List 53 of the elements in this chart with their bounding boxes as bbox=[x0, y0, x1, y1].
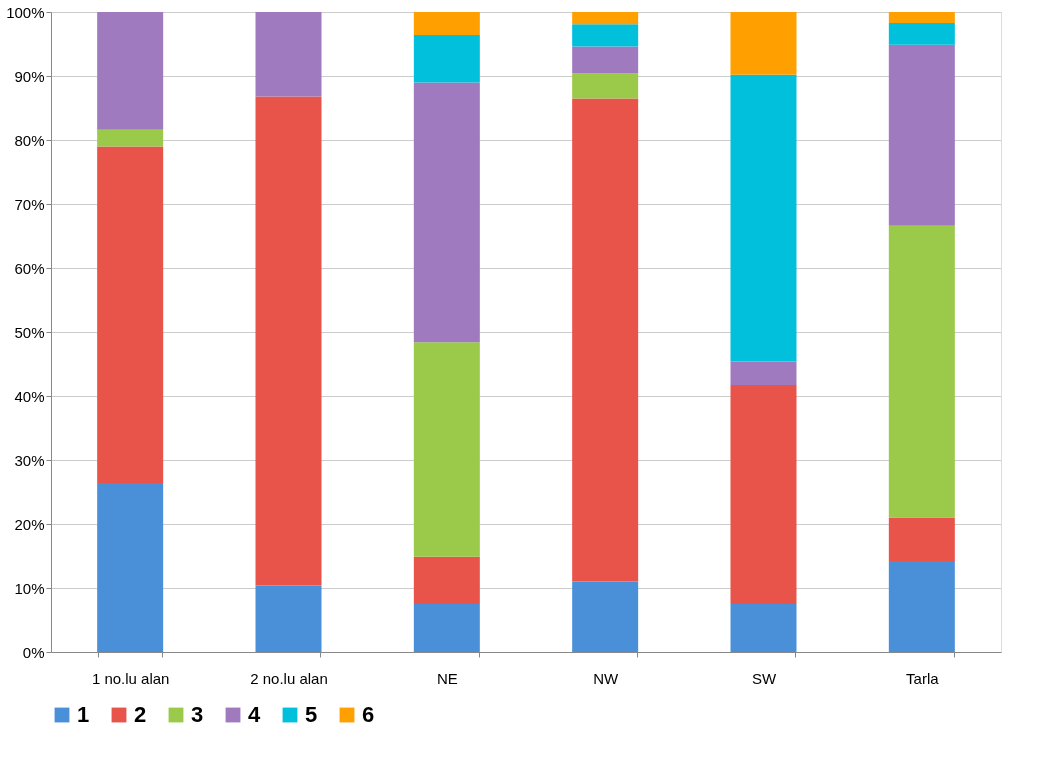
legend-label: 6 bbox=[362, 702, 375, 727]
y-tick-label: 40% bbox=[14, 387, 45, 405]
bar bbox=[413, 556, 480, 604]
bar bbox=[97, 129, 164, 147]
bar bbox=[888, 44, 955, 226]
y-tick-label: 0% bbox=[22, 643, 45, 661]
bar bbox=[730, 604, 797, 652]
legend-label: 1 bbox=[77, 702, 90, 727]
bar bbox=[572, 24, 639, 47]
bar bbox=[572, 581, 639, 652]
bar bbox=[255, 585, 322, 652]
x-tick-label: NE bbox=[436, 669, 458, 687]
bar bbox=[730, 74, 797, 362]
legend-label: 5 bbox=[305, 702, 318, 727]
bar bbox=[888, 225, 955, 518]
y-tick-label: 60% bbox=[14, 259, 45, 277]
bar bbox=[413, 12, 480, 36]
bar bbox=[413, 604, 480, 652]
x-tick-label: SW bbox=[751, 669, 777, 687]
y-tick-label: 30% bbox=[14, 451, 45, 469]
x-tick-label: Tarla bbox=[906, 669, 940, 687]
bar bbox=[413, 35, 480, 83]
y-tick-label: 50% bbox=[14, 323, 45, 341]
bar bbox=[97, 483, 164, 652]
bar bbox=[730, 385, 797, 604]
x-tick-label: 1 no.lu alan bbox=[91, 669, 170, 687]
bar bbox=[255, 96, 322, 586]
bar bbox=[730, 361, 797, 386]
y-tick-label: 10% bbox=[14, 579, 45, 597]
bar bbox=[572, 98, 639, 582]
x-tick-label: 2 no.lu alan bbox=[250, 669, 328, 687]
bar bbox=[413, 82, 480, 343]
bar bbox=[730, 12, 797, 75]
bar bbox=[255, 12, 322, 97]
bar bbox=[572, 46, 639, 74]
bar bbox=[97, 146, 164, 484]
y-tick-label: 100% bbox=[6, 3, 45, 21]
x-tick-label: NW bbox=[593, 669, 619, 687]
y-tick-label: 20% bbox=[14, 515, 45, 533]
bar bbox=[888, 22, 955, 45]
bar bbox=[572, 12, 639, 25]
y-tick-label: 70% bbox=[14, 195, 45, 213]
legend-label: 2 bbox=[134, 702, 147, 727]
bar bbox=[97, 12, 164, 130]
bar bbox=[888, 517, 955, 562]
legend-label: 4 bbox=[248, 702, 261, 727]
y-tick-label: 90% bbox=[14, 67, 45, 85]
bar bbox=[572, 73, 639, 99]
bar bbox=[413, 342, 480, 557]
bar bbox=[888, 561, 955, 652]
legend-label: 3 bbox=[191, 702, 204, 727]
bar bbox=[888, 12, 955, 23]
y-tick-label: 80% bbox=[14, 131, 45, 149]
